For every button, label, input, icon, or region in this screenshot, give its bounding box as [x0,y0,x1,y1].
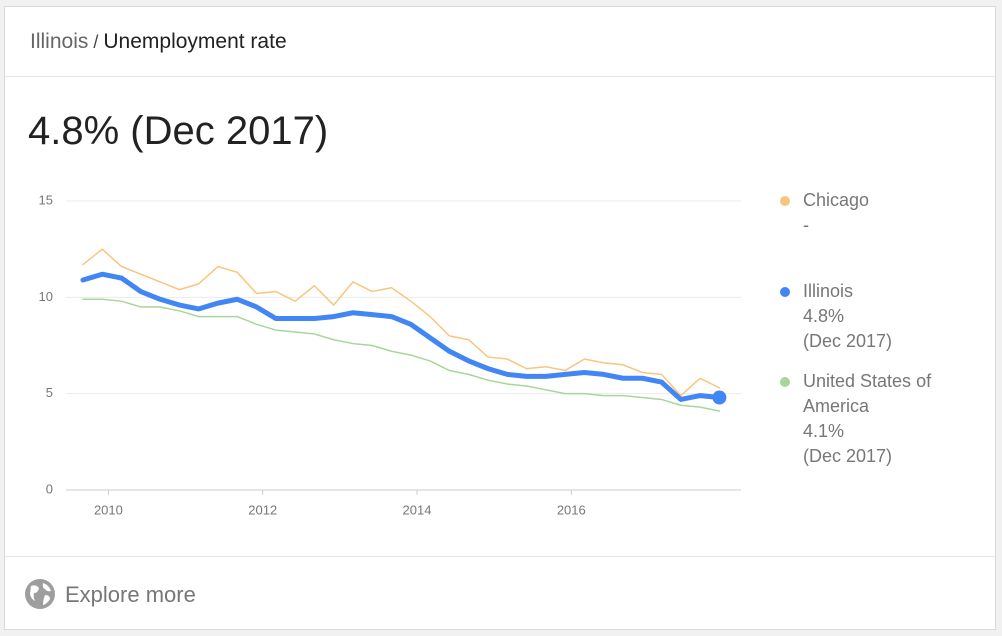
breadcrumb-separator: / [93,32,99,52]
header: Illinois / Unemployment rate [5,7,995,77]
x-tick-label: 2014 [403,502,432,517]
legend-label: United States of America [803,371,932,416]
globe-icon [25,579,55,609]
y-tick-label: 15 [39,192,53,207]
line-series [82,248,721,397]
line-series [82,298,721,412]
legend-label: Illinois [803,281,853,301]
legend-label: Chicago [803,190,869,210]
x-tick-label: 2010 [94,502,123,517]
legend-latest-date: (Dec 2017) [803,446,892,466]
card: Illinois / Unemployment rate 4.8% (Dec 201… [4,6,996,630]
legend-latest: - [803,215,809,235]
explore-more-link[interactable]: Explore more [65,582,196,607]
breadcrumb-title: Unemployment rate [103,30,287,53]
x-tick-label: 2016 [557,502,586,517]
y-tick-label: 0 [46,481,53,496]
legend-swatch [780,377,790,387]
legend-swatch [780,287,790,297]
y-tick-label: 5 [46,385,53,400]
chart: 0 5 10 15 2010 2012 2014 2016 Chicago - Illinois 4.… [39,190,933,518]
legend-latest: 4.1% [803,421,844,441]
breadcrumb-parent[interactable]: Illinois [30,30,89,53]
x-tick-label: 2012 [248,502,277,517]
legend-latest-date: (Dec 2017) [803,331,892,351]
y-tick-label: 10 [39,289,53,304]
legend-latest: 4.8% [803,306,844,326]
legend-swatch [780,196,790,206]
end-point [712,390,727,405]
headline: 4.8% (Dec 2017) [28,109,329,153]
footer: Explore more [5,556,995,629]
line-series [80,271,722,402]
